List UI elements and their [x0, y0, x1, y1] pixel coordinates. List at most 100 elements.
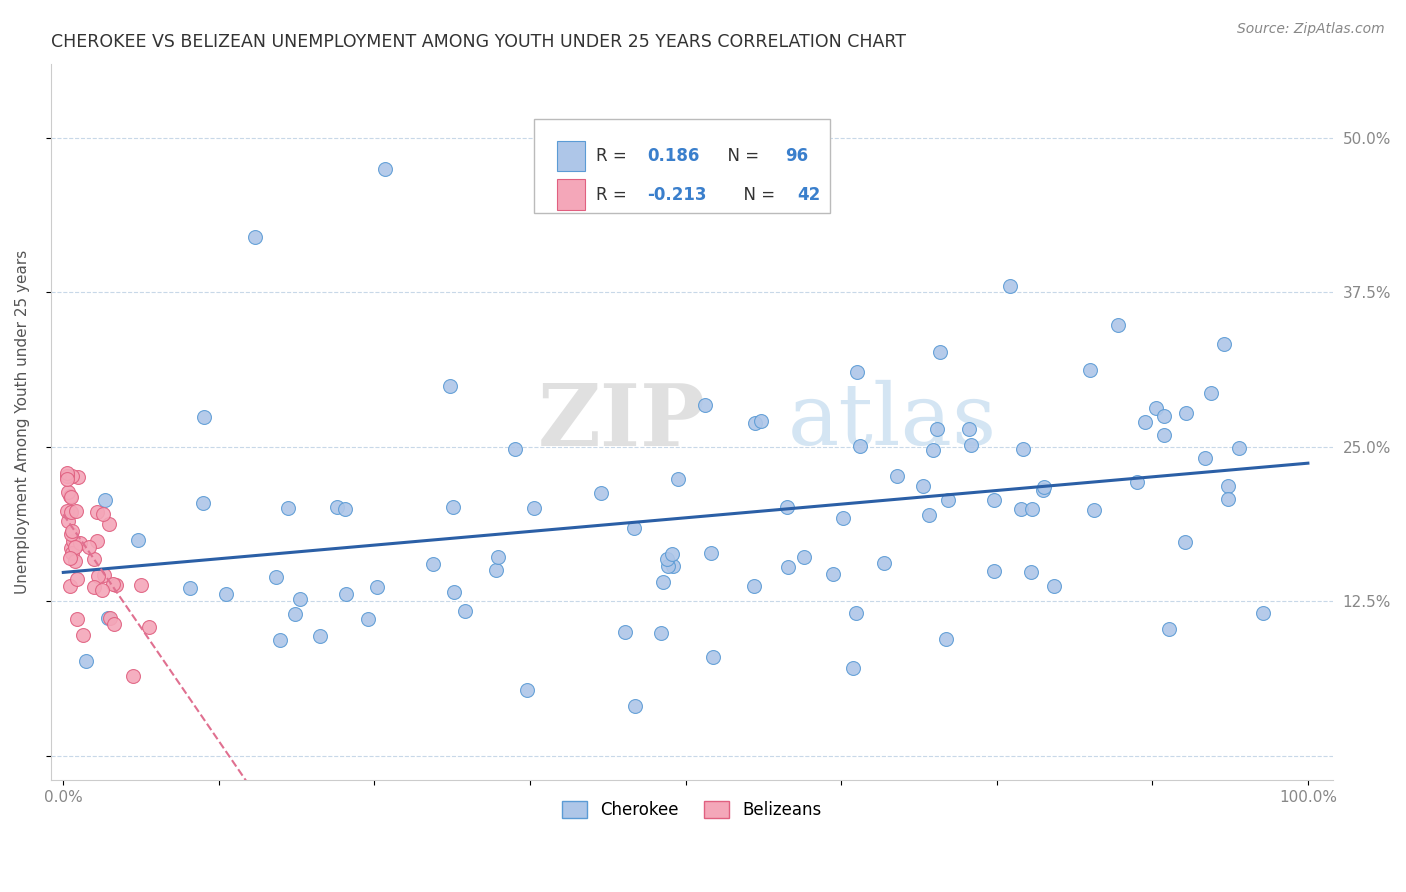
Point [69, 535, 91, 549]
Point [83, 552, 105, 566]
Point [929, 345, 952, 359]
Point [191, 496, 214, 510]
Point [179, 581, 201, 595]
Point [129, 578, 152, 592]
Point [744, 416, 766, 430]
Point [842, 661, 865, 675]
Point [624, 699, 647, 714]
Point [86, 505, 108, 519]
Point [63, 540, 86, 554]
Point [127, 533, 149, 547]
Point [75, 654, 97, 668]
Point [845, 606, 868, 620]
Point [666, 472, 689, 486]
Point [1153, 428, 1175, 442]
Text: atlas: atlas [787, 380, 997, 464]
Point [652, 575, 675, 590]
Point [56, 472, 79, 486]
Point [793, 550, 815, 565]
Point [1253, 606, 1275, 620]
Point [1032, 483, 1054, 497]
Point [1175, 406, 1198, 420]
Point [121, 669, 143, 683]
Point [215, 587, 238, 601]
Text: N =: N = [717, 147, 765, 165]
Point [693, 398, 716, 412]
Point [873, 556, 896, 570]
Point [922, 442, 945, 457]
Text: N =: N = [733, 186, 780, 203]
Point [65, 504, 87, 518]
Point [60, 505, 83, 519]
Point [98, 516, 121, 531]
Point [59, 550, 82, 565]
Point [277, 501, 299, 516]
Point [103, 617, 125, 632]
Point [335, 586, 357, 600]
Point [983, 492, 1005, 507]
Point [93, 567, 115, 582]
Point [56, 466, 79, 480]
Point [94, 493, 117, 508]
Point [983, 564, 1005, 578]
Point [374, 161, 396, 176]
Point [925, 422, 948, 436]
Point [657, 559, 679, 574]
Point [485, 563, 508, 577]
Point [60, 526, 83, 541]
Point [957, 422, 980, 436]
Point [776, 500, 799, 515]
Point [912, 479, 935, 493]
Point [959, 438, 981, 452]
Point [589, 486, 612, 500]
Point [83, 580, 105, 594]
Y-axis label: Unemployment Among Youth under 25 years: Unemployment Among Youth under 25 years [15, 250, 30, 594]
Point [1042, 579, 1064, 593]
Point [778, 560, 800, 574]
Point [1153, 409, 1175, 423]
Point [67, 469, 90, 483]
Point [742, 579, 765, 593]
Point [193, 410, 215, 425]
Point [1135, 415, 1157, 429]
Point [66, 572, 89, 586]
Point [60, 490, 83, 504]
Point [1083, 502, 1105, 516]
Point [59, 489, 82, 503]
Text: 96: 96 [786, 147, 808, 165]
Point [1227, 442, 1250, 456]
Point [657, 552, 679, 566]
Point [662, 559, 685, 574]
Point [1218, 479, 1240, 493]
Point [699, 546, 721, 560]
Point [1078, 362, 1101, 376]
Point [138, 620, 160, 634]
Point [1199, 385, 1222, 400]
Point [366, 580, 388, 594]
Text: R =: R = [596, 186, 631, 203]
Point [1032, 480, 1054, 494]
Text: R =: R = [596, 147, 631, 165]
Point [486, 550, 509, 565]
Point [516, 683, 538, 698]
Point [1174, 535, 1197, 549]
Point [86, 569, 108, 583]
Point [650, 626, 672, 640]
Point [335, 502, 357, 516]
Point [443, 585, 465, 599]
Point [309, 629, 332, 643]
Point [1010, 502, 1032, 516]
Point [454, 604, 477, 618]
Point [1159, 623, 1181, 637]
Point [97, 611, 120, 625]
Point [936, 493, 959, 508]
Point [98, 610, 121, 624]
Text: ZIP: ZIP [538, 380, 706, 464]
Point [441, 500, 464, 514]
Point [918, 508, 941, 523]
Point [91, 582, 114, 597]
Point [1012, 442, 1035, 456]
Point [62, 534, 84, 549]
Bar [557, 179, 585, 210]
Point [1126, 475, 1149, 490]
